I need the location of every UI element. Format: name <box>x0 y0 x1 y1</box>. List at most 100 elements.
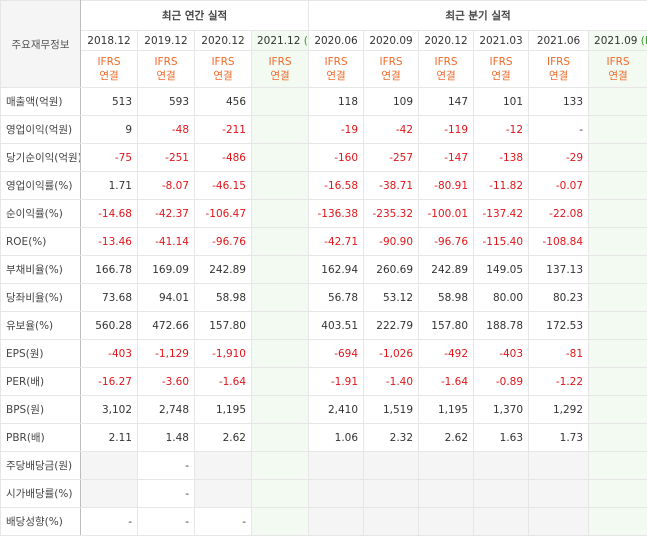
table-body: 매출액(억원) 513 593 456 118 109 147 101 133 영업이익(억원) 9… <box>0 87 647 536</box>
period-header: 2021.06 <box>528 30 590 51</box>
cell: - <box>137 451 195 480</box>
period-header: 2020.12 <box>418 30 475 51</box>
cell: 149.05 <box>473 255 530 284</box>
cell: 166.78 <box>80 255 138 284</box>
scope: 연결 <box>270 70 290 82</box>
period-header: 2021.12 (E) <box>250 30 310 51</box>
table-row: 부채비율(%) 166.78 169.09 242.89 162.94 260.69 242… <box>0 255 647 284</box>
table-row: 영업이익률(%) 1.71 -8.07 -46.15 -16.58 -38.71 -80.9… <box>0 171 647 200</box>
cell: -1.64 <box>194 367 252 396</box>
table-row: 유보율(%) 560.28 472.66 157.80 403.51 222.79 157.… <box>0 311 647 340</box>
cell <box>250 451 310 480</box>
cell: 1,370 <box>473 395 530 424</box>
table-row: BPS(원) 3,102 2,748 1,195 2,410 1,519 1,195 1,37… <box>0 395 647 424</box>
cell: -403 <box>80 339 138 368</box>
cell: 109 <box>363 87 420 116</box>
cell: -38.71 <box>363 171 420 200</box>
cell <box>194 479 252 508</box>
cell <box>250 199 310 228</box>
cell: 157.80 <box>194 311 252 340</box>
cell: 403.51 <box>308 311 365 340</box>
row-label: 유보율(%) <box>0 311 81 340</box>
cell: -29 <box>528 143 590 172</box>
cell: 73.68 <box>80 283 138 312</box>
cell: 133 <box>528 87 590 116</box>
scope: 연결 <box>381 70 401 82</box>
cell: 1,519 <box>363 395 420 424</box>
cell: 169.09 <box>137 255 195 284</box>
cell <box>588 423 647 452</box>
cell: 1.73 <box>528 423 590 452</box>
period: 2018.12 <box>87 34 131 47</box>
cell: -81 <box>528 339 590 368</box>
cell: -1.40 <box>363 367 420 396</box>
cell: 137.13 <box>528 255 590 284</box>
cell <box>588 339 647 368</box>
cell <box>250 115 310 144</box>
cell <box>588 395 647 424</box>
table-row: 매출액(억원) 513 593 456 118 109 147 101 133 <box>0 87 647 116</box>
cell <box>588 87 647 116</box>
cell <box>250 507 310 536</box>
cell: -14.68 <box>80 199 138 228</box>
cell: -1.22 <box>528 367 590 396</box>
cell <box>473 451 530 480</box>
cell: -8.07 <box>137 171 195 200</box>
cell <box>308 507 365 536</box>
cell: 513 <box>80 87 138 116</box>
scope: 연결 <box>99 70 119 82</box>
period: 2020.12 <box>424 34 468 47</box>
cell: 260.69 <box>363 255 420 284</box>
basis-header: IFRS 연결 <box>473 50 530 88</box>
basis-header: IFRS 연결 <box>363 50 420 88</box>
group-header: 최근 분기 실적 <box>308 0 647 31</box>
cell <box>528 451 590 480</box>
cell <box>80 479 138 508</box>
cell <box>588 199 647 228</box>
cell: -137.42 <box>473 199 530 228</box>
scope: 연결 <box>491 70 511 82</box>
basis-header: IFRS 연결 <box>308 50 365 88</box>
cell: -119 <box>418 115 475 144</box>
cell: -108.84 <box>528 227 590 256</box>
cell: 80.23 <box>528 283 590 312</box>
cell: 58.98 <box>418 283 475 312</box>
cell: - <box>80 507 138 536</box>
cell <box>363 451 420 480</box>
cell: -136.38 <box>308 199 365 228</box>
cell: -486 <box>194 143 252 172</box>
cell <box>250 283 310 312</box>
cell: 172.53 <box>528 311 590 340</box>
cell: -0.07 <box>528 171 590 200</box>
period-header: 2021.09 (E) <box>588 30 647 51</box>
standard: IFRS <box>268 56 292 68</box>
cell: - <box>194 507 252 536</box>
cell: -16.27 <box>80 367 138 396</box>
period: 2021.03 <box>479 34 523 47</box>
cell: 1.63 <box>473 423 530 452</box>
period: 2021.09 <box>594 34 638 47</box>
cell: 472.66 <box>137 311 195 340</box>
cell <box>588 451 647 480</box>
row-label: EPS(원) <box>0 339 81 368</box>
cell: -1,129 <box>137 339 195 368</box>
cell: -1.91 <box>308 367 365 396</box>
cell: - <box>137 507 195 536</box>
table-row: 순이익률(%) -14.68 -42.37 -106.47 -136.38 -235.32… <box>0 199 647 228</box>
standard: IFRS <box>211 56 235 68</box>
cell: -96.76 <box>194 227 252 256</box>
cell: 147 <box>418 87 475 116</box>
cell <box>588 507 647 536</box>
cell: -1,910 <box>194 339 252 368</box>
table-row: 주당배당금(원) - <box>0 451 647 480</box>
period-header: 2020.12 <box>194 30 252 51</box>
cell: 56.78 <box>308 283 365 312</box>
cell <box>588 171 647 200</box>
cell: 53.12 <box>363 283 420 312</box>
cell: -19 <box>308 115 365 144</box>
table-row: 당좌비율(%) 73.68 94.01 58.98 56.78 53.12 58.98 80.… <box>0 283 647 312</box>
cell: -694 <box>308 339 365 368</box>
cell <box>473 479 530 508</box>
cell: 1,292 <box>528 395 590 424</box>
cell <box>308 451 365 480</box>
